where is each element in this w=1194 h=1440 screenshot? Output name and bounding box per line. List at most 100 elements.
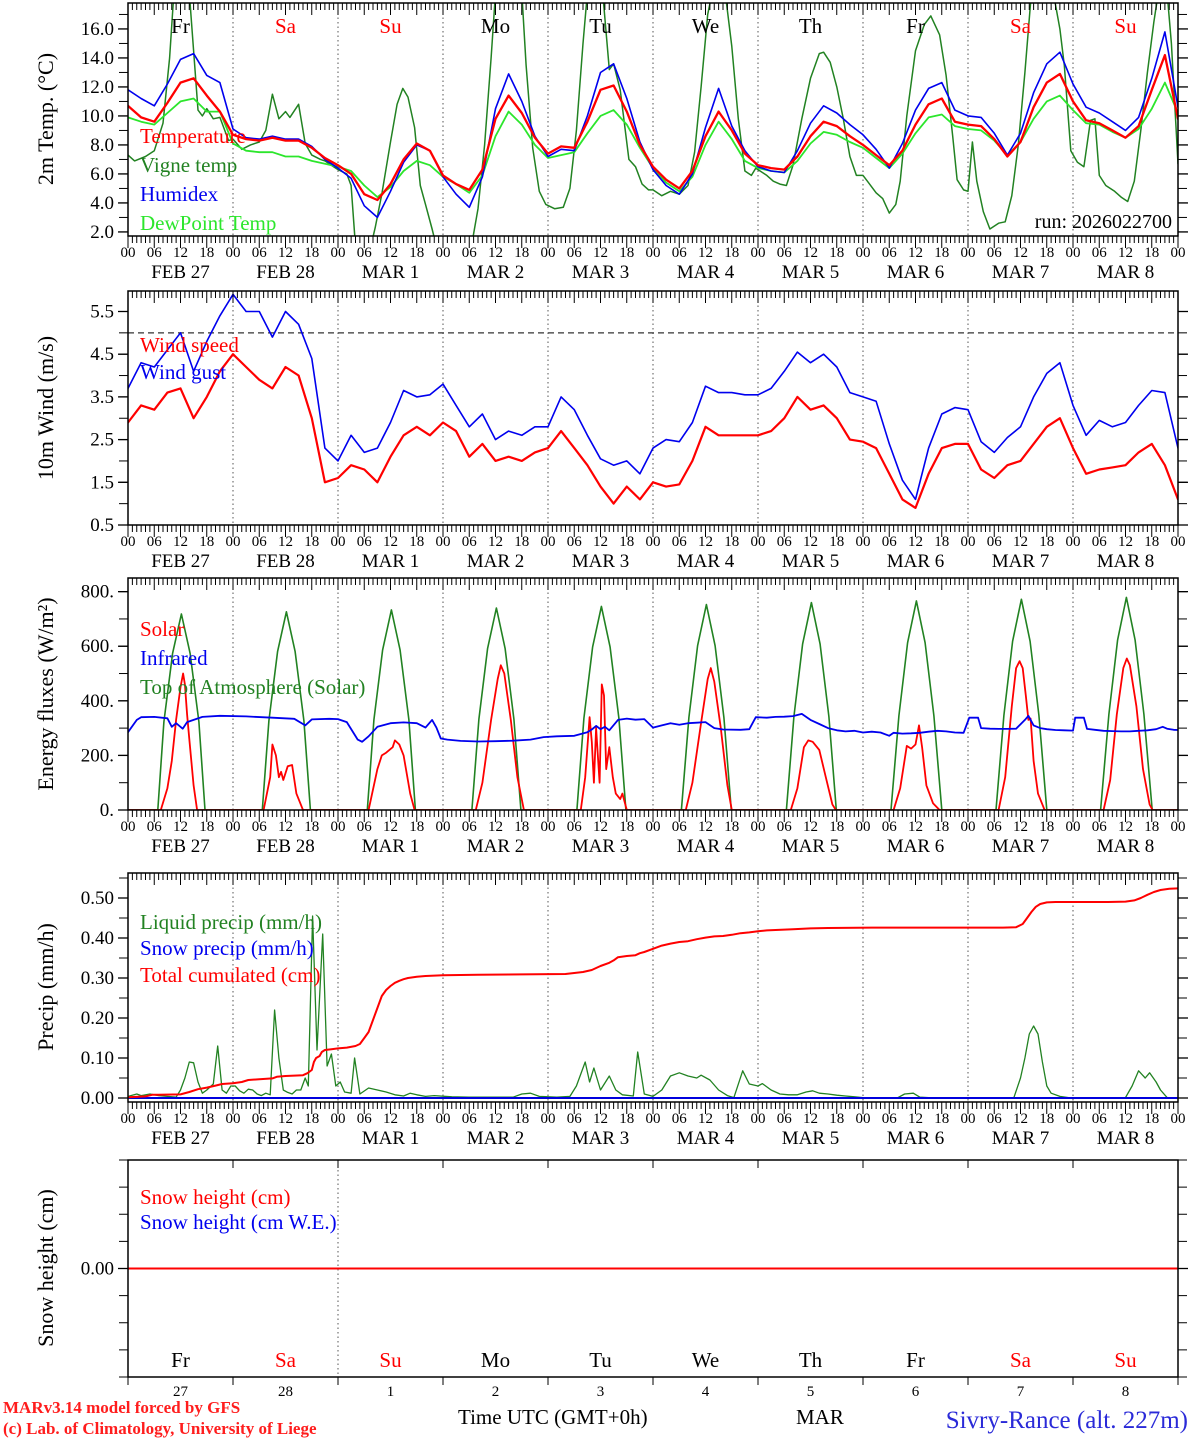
legend-dewpoint: DewPoint Temp bbox=[140, 211, 277, 235]
footer-model-line2: (c) Lab. of Climatology, University of L… bbox=[3, 1419, 317, 1438]
date-label: MAR 7 bbox=[992, 262, 1050, 283]
hour-label: 06 bbox=[672, 245, 688, 261]
date-label: MAR 1 bbox=[362, 836, 420, 857]
date-label: MAR 8 bbox=[1097, 1128, 1155, 1149]
date-label: FEB 28 bbox=[256, 1128, 315, 1149]
hour-label: 00 bbox=[541, 819, 556, 835]
hour-label: 06 bbox=[462, 534, 478, 550]
hour-label: 06 bbox=[882, 245, 898, 261]
hour-label: 18 bbox=[1144, 534, 1159, 550]
day-number-label: 3 bbox=[597, 1384, 605, 1400]
hour-label: 06 bbox=[357, 819, 373, 835]
hour-label: 12 bbox=[593, 534, 608, 550]
date-label: MAR 8 bbox=[1097, 262, 1155, 283]
date-label: MAR 3 bbox=[572, 1128, 630, 1149]
hour-label: 18 bbox=[199, 245, 214, 261]
hour-label: 00 bbox=[541, 534, 556, 550]
hour-label: 18 bbox=[409, 245, 424, 261]
hour-label: 12 bbox=[803, 819, 818, 835]
day-name-label: Su bbox=[379, 14, 402, 38]
hour-label: 18 bbox=[619, 819, 634, 835]
hour-label: 00 bbox=[436, 245, 451, 261]
hour-label: 18 bbox=[199, 819, 214, 835]
date-label: MAR 2 bbox=[467, 262, 525, 283]
legend-liquid-precip: Liquid precip (mm/h) bbox=[140, 910, 322, 934]
day-name-label: Su bbox=[1114, 1348, 1137, 1372]
hour-label: 18 bbox=[619, 534, 634, 550]
hour-label: 12 bbox=[908, 534, 923, 550]
date-label: FEB 28 bbox=[256, 836, 315, 857]
day-name-label: Th bbox=[799, 1348, 823, 1372]
hour-label: 12 bbox=[173, 534, 188, 550]
day-name-label: Sa bbox=[275, 1348, 297, 1372]
hour-label: 06 bbox=[1092, 819, 1108, 835]
hour-label: 18 bbox=[199, 534, 214, 550]
hour-label: 12 bbox=[278, 819, 293, 835]
hour-label: 12 bbox=[278, 245, 293, 261]
ytick-label: 0.5 bbox=[90, 515, 114, 536]
legend-temperature: Temperature bbox=[140, 124, 246, 148]
date-label: MAR 7 bbox=[992, 1128, 1050, 1149]
hour-label: 00 bbox=[121, 819, 136, 835]
hour-label: 06 bbox=[567, 819, 583, 835]
y-title-snow: Snow height (cm) bbox=[33, 1189, 58, 1347]
series-liquid-precip bbox=[128, 915, 1178, 1099]
hour-label: 06 bbox=[147, 245, 163, 261]
tick-marks bbox=[118, 1159, 1188, 1385]
hour-label: 18 bbox=[1039, 1111, 1054, 1127]
hour-label: 06 bbox=[567, 245, 583, 261]
hour-label: 00 bbox=[961, 1111, 976, 1127]
hour-label: 00 bbox=[856, 1111, 871, 1127]
ytick-label: 200. bbox=[81, 745, 114, 766]
date-label: MAR 6 bbox=[887, 551, 945, 572]
legend-infrared: Infrared bbox=[140, 646, 208, 670]
ytick-label: 5.5 bbox=[90, 301, 114, 322]
hour-label: 18 bbox=[514, 534, 529, 550]
hour-label: 06 bbox=[777, 1111, 793, 1127]
ytick-label: 8.0 bbox=[90, 135, 114, 156]
day-name-label: Fr bbox=[906, 1348, 925, 1372]
legend-wind-speed: Wind speed bbox=[140, 333, 239, 357]
ytick-label: 2.5 bbox=[90, 430, 114, 451]
ytick-label: 0.00 bbox=[81, 1088, 114, 1109]
legend-snow-precip: Snow precip (mm/h) bbox=[140, 936, 314, 960]
hour-label: 00 bbox=[751, 1111, 766, 1127]
series-wind-gust bbox=[128, 293, 1178, 501]
ytick-label: 10.0 bbox=[81, 106, 114, 127]
hour-label: 18 bbox=[1144, 245, 1159, 261]
hour-label: 00 bbox=[541, 1111, 556, 1127]
hour-label: 12 bbox=[803, 245, 818, 261]
day-name-label: Tu bbox=[589, 1348, 612, 1372]
hour-label: 18 bbox=[829, 534, 844, 550]
day-number-label: 28 bbox=[278, 1384, 293, 1400]
hour-label: 06 bbox=[357, 1111, 373, 1127]
hour-label: 06 bbox=[987, 245, 1003, 261]
hour-label: 00 bbox=[1171, 1111, 1186, 1127]
hour-label: 06 bbox=[462, 819, 478, 835]
hour-label: 00 bbox=[646, 245, 661, 261]
hour-label: 18 bbox=[514, 1111, 529, 1127]
hour-label: 18 bbox=[619, 1111, 634, 1127]
hour-label: 12 bbox=[1118, 819, 1133, 835]
hour-label: 00 bbox=[646, 819, 661, 835]
ytick-label: 400. bbox=[81, 691, 114, 712]
ytick-label: 16.0 bbox=[81, 19, 114, 40]
date-label: MAR 7 bbox=[992, 551, 1050, 572]
legend-toa-solar: Top of Atmosphere (Solar) bbox=[140, 675, 366, 699]
day-name-label: Fr bbox=[171, 14, 190, 38]
series-group bbox=[128, 887, 1178, 1099]
month-label: MAR bbox=[796, 1405, 844, 1429]
date-label: MAR 6 bbox=[887, 262, 945, 283]
day-name-label: We bbox=[692, 1348, 719, 1372]
date-label: MAR 5 bbox=[782, 262, 840, 283]
ytick-label: 800. bbox=[81, 582, 114, 603]
hour-label: 12 bbox=[593, 245, 608, 261]
date-label: MAR 5 bbox=[782, 551, 840, 572]
legend-snow-height-we: Snow height (cm W.E.) bbox=[140, 1210, 337, 1234]
hour-label: 12 bbox=[383, 534, 398, 550]
ytick-label: 0.50 bbox=[81, 888, 114, 909]
hour-label: 06 bbox=[147, 534, 163, 550]
day-number-label: 6 bbox=[912, 1384, 920, 1400]
hour-label: 18 bbox=[829, 1111, 844, 1127]
hour-label: 00 bbox=[436, 534, 451, 550]
